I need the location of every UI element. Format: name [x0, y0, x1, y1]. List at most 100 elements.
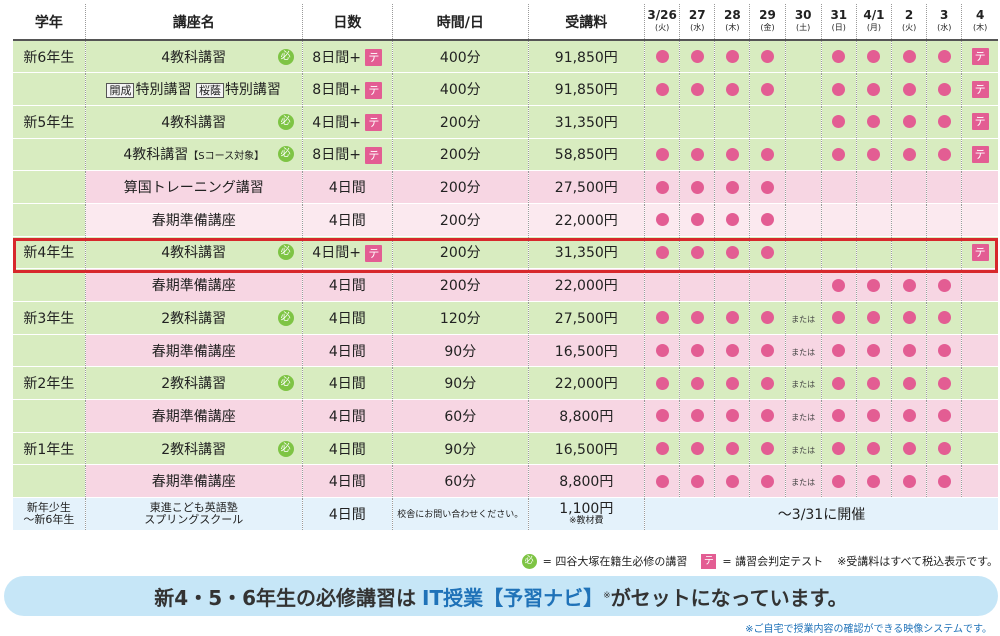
- session-dot: [937, 147, 951, 161]
- session-dot: [832, 409, 846, 423]
- fee-cell: 22,000円: [528, 268, 646, 302]
- session-dot: [690, 245, 704, 259]
- session-dot: [761, 50, 775, 64]
- hitsu-icon: 必: [521, 553, 537, 569]
- table-row: 新3年生 2教科講習必 4日間 120分 27,500円 または: [13, 301, 998, 335]
- hitsu-icon: 必: [277, 375, 294, 392]
- table-row: 新6年生 4教科講習必 8日間+ テ 400分 91,850円 テ: [13, 40, 998, 74]
- hitsu-icon: 必: [277, 146, 294, 163]
- grade-cell: [13, 334, 86, 368]
- session-dot: [725, 409, 739, 423]
- session-dot: [725, 311, 739, 325]
- table-row: 春期準備講座 4日間 60分 8,800円 または: [13, 399, 998, 433]
- session-dot: [725, 376, 739, 390]
- time-cell: 120分: [392, 301, 529, 335]
- session-dot: [937, 82, 951, 96]
- days-cell: 8日間+ テ: [302, 40, 394, 74]
- course-cell: 開成 特別講習 桜蔭 特別講習: [85, 72, 303, 106]
- session-dot: [725, 344, 739, 358]
- session-dot: [655, 245, 669, 259]
- header-date: 30 (土): [785, 4, 822, 41]
- test-icon: テ: [971, 243, 989, 261]
- grade-cell: 新5年生: [13, 105, 86, 139]
- time-cell: 60分: [392, 464, 529, 499]
- grade-cell: [13, 399, 86, 433]
- session-dot: [867, 82, 881, 96]
- or-label: または: [791, 445, 816, 455]
- or-label: または: [791, 347, 816, 357]
- time-cell: 200分: [392, 170, 529, 204]
- table-row: 新1年生 2教科講習必 4日間 90分 16,500円 または: [13, 432, 998, 466]
- grade-cell: 新6年生: [13, 40, 86, 74]
- legend: 必 = 四谷大塚在籍生必修の講習 テ = 講習会判定テスト ※受講料はすべて税込…: [440, 552, 998, 570]
- time-cell: 校舎にお問い合わせください。: [392, 497, 529, 531]
- test-icon: テ: [365, 146, 383, 164]
- session-dot: [832, 147, 846, 161]
- session-dot: [867, 278, 881, 292]
- session-dot: [937, 311, 951, 325]
- test-icon: テ: [365, 81, 383, 99]
- schedule-table: 学年 講座名 日数 時間/日 受講料 3/26 (火) 27 (水) 28 (木) 2…: [13, 4, 998, 531]
- course-cell: 東進こども英語塾 スプリングスクール: [85, 497, 303, 531]
- session-dot: [690, 474, 704, 488]
- header-days: 日数: [302, 4, 394, 41]
- session-dot: [867, 344, 881, 358]
- banner-mark: ※: [603, 591, 611, 601]
- session-dot: [867, 442, 881, 456]
- table-row: 新5年生 4教科講習必 4日間+ テ 200分 31,350円 テ: [13, 105, 998, 139]
- table-row: 新4年生 4教科講習必 4日間+ テ 200分 31,350円 テ: [13, 236, 998, 270]
- session-dot: [937, 278, 951, 292]
- session-dot: [937, 115, 951, 129]
- or-label: または: [791, 478, 816, 488]
- course-cell: 4教科講習【Sコース対象】必: [85, 138, 303, 172]
- session-dot: [867, 474, 881, 488]
- days-cell: 4日間: [302, 399, 394, 433]
- session-dot: [867, 115, 881, 129]
- session-dot: [655, 213, 669, 227]
- session-dot: [655, 474, 669, 488]
- banner-text-end: がセットになっています。: [610, 585, 848, 610]
- days-cell: 4日間: [302, 170, 394, 204]
- test-icon: テ: [971, 145, 989, 163]
- fee-cell: 8,800円: [528, 399, 646, 433]
- time-cell: 90分: [392, 432, 529, 466]
- session-dot: [902, 50, 916, 64]
- grade-cell: 新3年生: [13, 301, 86, 335]
- banner-text: 新4・5・6年生の必修講習は: [154, 585, 417, 610]
- test-icon: テ: [971, 80, 989, 98]
- course-cell: 春期準備講座: [85, 203, 303, 237]
- grade-cell: [13, 268, 86, 302]
- fee-cell: 22,000円: [528, 366, 646, 401]
- days-cell: 4日間: [302, 497, 394, 531]
- test-icon: テ: [971, 48, 989, 66]
- session-dot: [937, 344, 951, 358]
- days-cell: 4日間+ テ: [302, 105, 394, 139]
- session-dot: [655, 50, 669, 64]
- header-date: 4 (木): [961, 4, 998, 41]
- session-dot: [902, 115, 916, 129]
- course-cell: 2教科講習必: [85, 432, 303, 466]
- footnote: ※ご自宅で授業内容の確認ができる映像システムです。: [745, 624, 992, 635]
- session-dot: [937, 376, 951, 390]
- grade-cell: [13, 72, 86, 106]
- session-dot: [655, 311, 669, 325]
- session-dot: [902, 82, 916, 96]
- days-cell: 4日間: [302, 268, 394, 302]
- header-date: 4/1 (月): [856, 4, 893, 41]
- header-date: 27 (水): [679, 4, 716, 41]
- session-dot: [761, 213, 775, 227]
- days-cell: 4日間: [302, 334, 394, 368]
- session-dot: [902, 344, 916, 358]
- fee-cell: 22,000円: [528, 203, 646, 237]
- session-dot: [761, 376, 775, 390]
- session-dot: [867, 409, 881, 423]
- session-dot: [761, 474, 775, 488]
- days-cell: 4日間+ テ: [302, 236, 394, 270]
- fee-cell: 31,350円: [528, 105, 646, 139]
- table-row: 算国トレーニング講習 4日間 200分 27,500円: [13, 170, 998, 204]
- header-grade: 学年: [13, 4, 86, 41]
- session-dot: [937, 442, 951, 456]
- table-row: 4教科講習【Sコース対象】必 8日間+ テ 200分 58,850円 テ: [13, 138, 998, 172]
- session-dot: [832, 442, 846, 456]
- days-cell: 4日間: [302, 432, 394, 466]
